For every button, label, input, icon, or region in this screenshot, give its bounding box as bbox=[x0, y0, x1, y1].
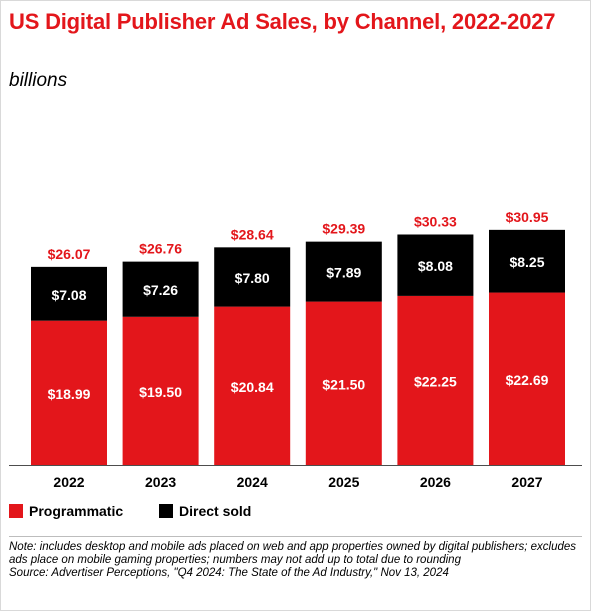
x-tick-label-2026: 2026 bbox=[420, 474, 451, 490]
value-label-direct-sold-2027: $8.25 bbox=[509, 254, 544, 270]
value-label-direct-sold-2025: $7.89 bbox=[326, 265, 361, 281]
x-tick-label-2022: 2022 bbox=[53, 474, 84, 490]
bar-programmatic-2025 bbox=[305, 301, 382, 465]
legend-item-programmatic: Programmatic bbox=[9, 502, 123, 520]
total-label-2022: $26.07 bbox=[48, 246, 91, 262]
legend-label-programmatic: Programmatic bbox=[29, 503, 124, 519]
chart-title: US Digital Publisher Ad Sales, by Channe… bbox=[9, 9, 556, 34]
bar-programmatic-2022 bbox=[31, 320, 107, 465]
x-tick-label-2024: 2024 bbox=[237, 474, 268, 490]
x-tick-label-2023: 2023 bbox=[145, 474, 176, 490]
legend-item-direct-sold: Direct sold bbox=[159, 502, 251, 520]
total-label-2027: $30.95 bbox=[506, 209, 549, 225]
stacked-bar-chart: $18.99 $7.08 $26.07 2022 $19.50 $7.26 $26.76 20… bbox=[9, 209, 582, 490]
bar-direct-sold-2023 bbox=[122, 261, 199, 317]
legend-label-direct-sold: Direct sold bbox=[179, 503, 252, 519]
total-label-2026: $30.33 bbox=[414, 213, 457, 229]
chart-note: Note: includes desktop and mobile ads pl… bbox=[9, 541, 584, 580]
bar-direct-sold-2026 bbox=[397, 234, 474, 296]
bar-direct-sold-2022 bbox=[31, 266, 107, 321]
bar-direct-sold-2024 bbox=[214, 247, 291, 307]
note-divider bbox=[9, 536, 582, 537]
total-label-2023: $26.76 bbox=[139, 241, 182, 257]
note-text: Note: includes desktop and mobile ads pl… bbox=[9, 541, 577, 566]
value-label-direct-sold-2022: $7.08 bbox=[51, 287, 86, 303]
bar-direct-sold-2025 bbox=[305, 241, 382, 302]
value-label-direct-sold-2023: $7.26 bbox=[143, 282, 178, 298]
total-label-2025: $29.39 bbox=[322, 221, 365, 237]
value-label-programmatic-2024: $20.84 bbox=[231, 379, 274, 395]
bar-direct-sold-2027 bbox=[489, 229, 565, 293]
bar-programmatic-2027 bbox=[489, 292, 565, 465]
bar-programmatic-2023 bbox=[122, 316, 199, 465]
bar-programmatic-2024 bbox=[214, 306, 291, 465]
value-label-programmatic-2022: $18.99 bbox=[48, 386, 91, 402]
legend-swatch-direct-sold bbox=[159, 504, 173, 518]
value-label-programmatic-2027: $22.69 bbox=[506, 372, 549, 388]
value-label-programmatic-2023: $19.50 bbox=[139, 384, 182, 400]
total-label-2024: $28.64 bbox=[231, 226, 274, 242]
value-label-direct-sold-2026: $8.08 bbox=[418, 258, 453, 274]
value-label-programmatic-2025: $21.50 bbox=[322, 376, 365, 392]
x-tick-label-2025: 2025 bbox=[328, 474, 359, 490]
chart-subtitle: billions bbox=[9, 70, 68, 91]
value-label-programmatic-2026: $22.25 bbox=[414, 373, 457, 389]
x-tick-label-2027: 2027 bbox=[511, 474, 542, 490]
source-text: Source: Advertiser Perceptions, "Q4 2024… bbox=[9, 567, 449, 579]
value-label-direct-sold-2024: $7.80 bbox=[235, 270, 270, 286]
legend-swatch-programmatic bbox=[9, 504, 23, 518]
bar-programmatic-2026 bbox=[397, 295, 474, 465]
